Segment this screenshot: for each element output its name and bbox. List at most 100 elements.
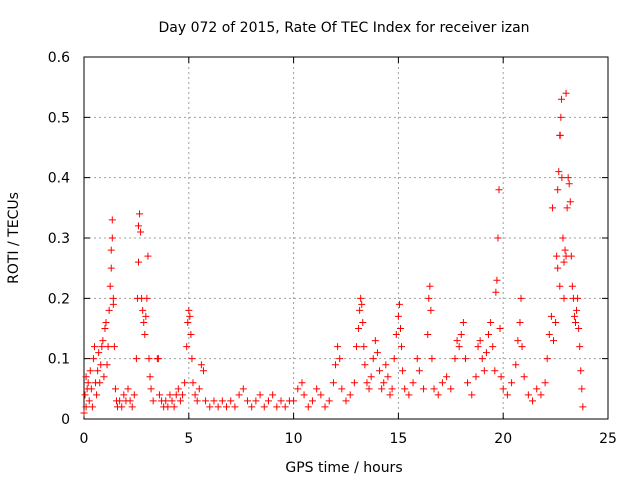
y-tick-label: 0 [61, 412, 70, 428]
data-point [499, 385, 507, 393]
data-point [514, 337, 522, 345]
y-tick-label: 0.4 [48, 171, 70, 187]
data-point [565, 180, 573, 188]
data-point [399, 367, 407, 375]
data-point [494, 234, 502, 242]
data-point [493, 276, 501, 284]
data-point [84, 379, 92, 387]
data-point [543, 355, 551, 363]
data-point [179, 391, 187, 399]
data-point [476, 337, 484, 345]
data-point [82, 373, 90, 381]
data-point [386, 391, 394, 399]
data-point [107, 246, 115, 254]
data-point [95, 349, 103, 357]
data-point [547, 312, 555, 320]
data-point [453, 337, 461, 345]
data-point [308, 397, 316, 405]
data-point [554, 264, 562, 272]
data-point [573, 306, 581, 314]
data-point [82, 403, 90, 411]
data-point [329, 379, 337, 387]
data-point [118, 403, 126, 411]
data-point [109, 300, 117, 308]
data-point [398, 343, 406, 351]
data-point [438, 379, 446, 387]
data-point [109, 294, 117, 302]
data-point [415, 367, 423, 375]
data-point [88, 403, 96, 411]
y-tick-label: 0.2 [48, 291, 70, 307]
x-tick-label: 10 [285, 431, 303, 447]
data-point [355, 325, 363, 332]
data-point [428, 355, 436, 363]
x-tick-label: 20 [494, 431, 512, 447]
data-point [116, 397, 124, 405]
data-point [134, 222, 142, 230]
data-point [352, 343, 360, 351]
data-point [497, 373, 505, 381]
data-point [357, 294, 365, 302]
data-point [139, 306, 147, 314]
data-point [317, 391, 325, 399]
data-point [563, 204, 571, 212]
data-point [97, 361, 105, 369]
data-point [394, 312, 402, 320]
data-point [147, 385, 155, 393]
data-point [356, 306, 364, 314]
data-point [231, 403, 239, 411]
data-point [575, 325, 583, 332]
data-point [464, 379, 472, 387]
data-point [273, 403, 281, 411]
data-point [455, 343, 463, 351]
data-point [574, 294, 582, 302]
data-point [141, 331, 149, 339]
data-point [128, 403, 136, 411]
data-point [487, 318, 495, 326]
data-point [195, 385, 203, 393]
data-point [369, 355, 377, 363]
data-point [154, 355, 162, 363]
data-point [321, 403, 329, 411]
x-tick-label: 5 [184, 431, 193, 447]
data-point [577, 367, 585, 375]
data-point [101, 325, 109, 332]
data-point [248, 403, 256, 411]
data-point [336, 355, 344, 363]
data-point [210, 397, 218, 405]
data-point [517, 294, 525, 302]
data-point [371, 337, 379, 345]
data-point [145, 355, 153, 363]
data-point [126, 397, 134, 405]
y-tick-label: 0.3 [48, 231, 70, 247]
data-point [443, 373, 451, 381]
data-point [206, 403, 214, 411]
data-point [155, 391, 163, 399]
data-point [461, 355, 469, 363]
data-point [503, 391, 511, 399]
data-point [107, 264, 115, 272]
data-point [496, 325, 504, 332]
data-point [545, 331, 553, 339]
data-point [252, 397, 260, 405]
data-point [529, 397, 537, 405]
data-point [81, 391, 89, 399]
data-point [120, 391, 128, 399]
data-point [373, 349, 381, 357]
data-point [405, 391, 413, 399]
data-point [132, 355, 140, 363]
data-point [162, 397, 170, 405]
data-point [90, 343, 98, 351]
data-point [187, 331, 195, 339]
data-point [235, 391, 243, 399]
data-point [376, 367, 384, 375]
data-point [395, 300, 403, 308]
data-point [472, 373, 480, 381]
data-point [85, 397, 93, 405]
data-point [392, 331, 400, 339]
data-point [104, 343, 112, 351]
data-point [560, 258, 568, 266]
data-point [447, 385, 455, 393]
data-point [560, 294, 568, 302]
